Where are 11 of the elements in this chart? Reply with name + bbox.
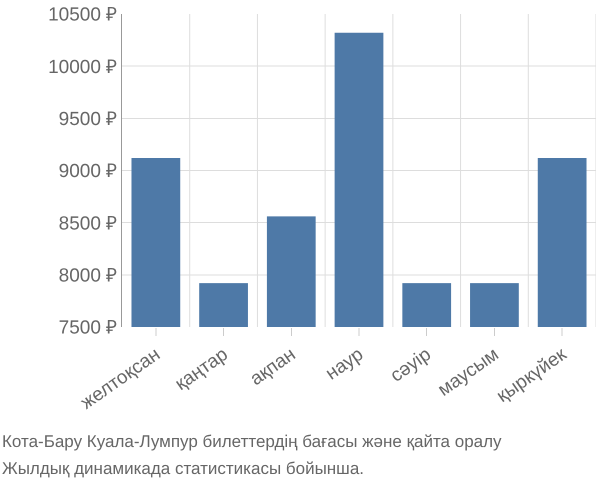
x-tick-label: наур (322, 344, 368, 385)
y-tick-label: 9000 ₽ (58, 161, 118, 182)
y-tick-label: 10000 ₽ (48, 56, 118, 78)
y-tick-label: 8500 ₽ (58, 213, 118, 234)
x-tick-label: сәуір (386, 344, 436, 387)
y-tick-label: 8000 ₽ (58, 265, 118, 286)
text: Кота-Бару Куала-Лумпур билеттердің бағасы және қайта оралу (2, 432, 502, 451)
y-tick-label: 9500 ₽ (58, 108, 118, 130)
y-tick-label: 10500 ₽ (48, 4, 118, 26)
y-tick-label: 7500 ₽ (58, 318, 118, 339)
text: Жылдық динамикада статистикасы бойынша. (2, 459, 364, 478)
